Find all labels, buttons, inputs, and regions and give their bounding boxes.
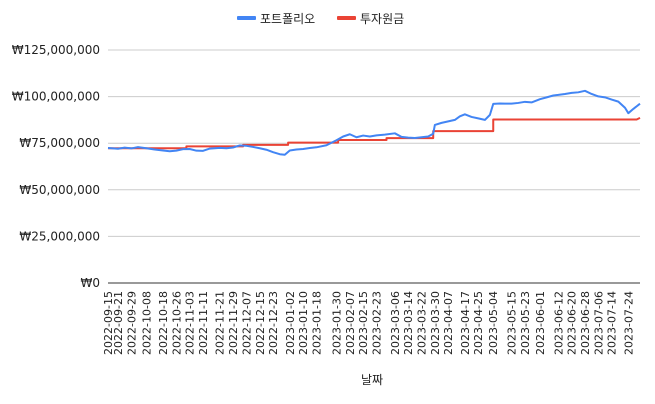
series-layer (107, 89, 641, 156)
legend-swatch-portfolio (237, 16, 256, 20)
x-tick-label: 2023-03-14 (402, 291, 415, 355)
x-tick-label: 2023-03-30 (429, 291, 442, 355)
x-tick-label: 2022-12-15 (254, 291, 267, 355)
x-tick-label: 2023-02-15 (357, 291, 370, 355)
x-tick-label: 2023-01-30 (330, 291, 343, 355)
x-tick-label: 2022-09-21 (112, 291, 125, 355)
x-tick-label: 2022-11-21 (214, 291, 227, 355)
x-tick-label: 2023-06-01 (534, 291, 547, 355)
gridlines (108, 49, 640, 284)
x-tick-label: 2022-09-29 (125, 291, 138, 355)
x-tick-label: 2023-03-22 (416, 291, 429, 355)
x-tick-label: 2022-09-15 (102, 291, 115, 355)
x-tick-label: 2023-06-12 (552, 291, 565, 355)
x-tick-label: 2022-10-26 (170, 291, 183, 355)
x-tick-label: 2023-05-04 (487, 291, 500, 355)
legend-label-principal: 투자원금 (360, 12, 404, 26)
y-tick-label: ₩75,000,000 (19, 136, 100, 150)
x-tick-label: 2023-02-07 (344, 291, 357, 355)
legend-label-portfolio: 포트폴리오 (260, 12, 315, 26)
x-tick-label: 2022-11-11 (197, 291, 210, 355)
y-tick-label: ₩25,000,000 (19, 229, 100, 243)
x-tick-label: 2023-04-25 (472, 291, 485, 355)
y-tick-label: ₩100,000,000 (12, 90, 100, 104)
x-tick-label: 2023-01-18 (310, 291, 323, 355)
x-tick-label: 2023-04-17 (459, 291, 472, 355)
legend-item-portfolio: 포트폴리오 (237, 12, 315, 26)
y-axis: ₩0 ₩25,000,000 ₩50,000,000 ₩75,000,000 ₩100,… (12, 43, 100, 290)
x-tick-label: 2023-07-14 (606, 291, 619, 355)
x-tick-label: 2022-10-08 (140, 291, 153, 355)
x-tick-label: 2023-02-23 (371, 291, 384, 355)
y-tick-label: ₩125,000,000 (12, 43, 100, 57)
x-tick-label: 2023-05-23 (519, 291, 532, 355)
x-tick-label: 2022-10-18 (157, 291, 170, 355)
x-tick-label: 2022-11-03 (184, 291, 197, 355)
legend-swatch-principal (337, 16, 356, 20)
x-tick-label: 2023-01-10 (297, 291, 310, 355)
series-line-portfolio (107, 89, 641, 156)
x-tick-label: 2022-12-23 (267, 291, 280, 355)
x-tick-label: 2023-07-06 (592, 291, 605, 355)
x-tick-label: 2023-05-15 (506, 291, 519, 355)
x-tick-label: 2023-01-02 (284, 291, 297, 355)
x-tick-label: 2023-06-28 (579, 291, 592, 355)
x-tick-label: 2023-07-24 (622, 291, 635, 355)
x-tick-label: 2023-04-07 (442, 291, 455, 355)
legend: 포트폴리오 투자원금 (237, 12, 404, 26)
x-axis-title: 날짜 (361, 373, 383, 387)
x-tick-label: 2022-11-29 (227, 291, 240, 355)
x-tick-label: 2023-06-20 (566, 291, 579, 355)
y-tick-label: ₩0 (81, 276, 101, 290)
legend-item-principal: 투자원금 (337, 12, 404, 26)
y-tick-label: ₩50,000,000 (19, 183, 100, 197)
x-tick-label: 2022-12-07 (240, 291, 253, 355)
x-tick-label: 2023-03-06 (389, 291, 402, 355)
